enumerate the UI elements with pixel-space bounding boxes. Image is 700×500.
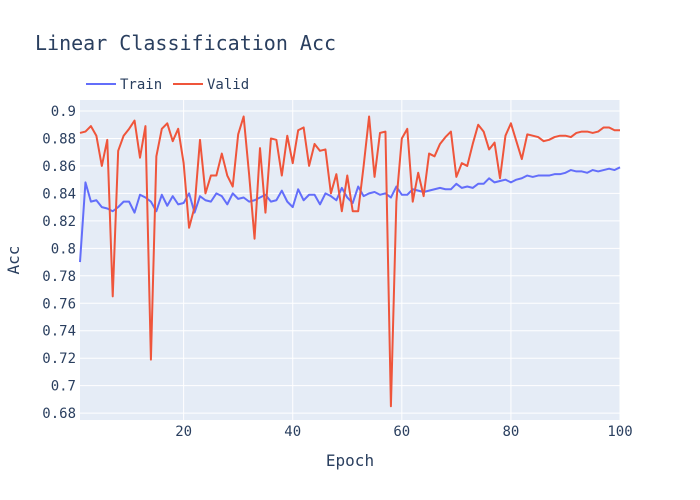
x-axis-ticks: 20 40 60 80 100 bbox=[175, 424, 632, 440]
y-tick-label: 0.86 bbox=[42, 159, 76, 175]
gridlines bbox=[80, 100, 621, 420]
x-tick-label: 80 bbox=[502, 424, 519, 440]
y-tick-label: 0.76 bbox=[42, 296, 76, 312]
series-line-train[interactable] bbox=[79, 166, 621, 263]
y-axis-ticks: 0.68 0.7 0.72 0.74 0.76 0.78 0.8 0.82 0.84 0.86 0.… bbox=[42, 104, 76, 422]
y-tick-label: 0.78 bbox=[42, 269, 76, 285]
legend-item-valid[interactable]: Valid bbox=[173, 77, 249, 93]
plot-area[interactable] bbox=[80, 100, 620, 420]
x-tick-label: 100 bbox=[607, 424, 632, 440]
legend-item-train[interactable]: Train bbox=[86, 77, 162, 93]
legend[interactable]: Train Valid bbox=[86, 77, 249, 93]
y-tick-label: 0.84 bbox=[42, 186, 76, 202]
x-tick-label: 20 bbox=[175, 424, 192, 440]
x-tick-label: 60 bbox=[393, 424, 410, 440]
x-tick-label: 40 bbox=[284, 424, 301, 440]
y-tick-label: 0.72 bbox=[42, 351, 76, 367]
chart-title: Linear Classification Acc bbox=[35, 31, 336, 55]
y-axis-title: Acc bbox=[4, 246, 23, 275]
series-line-valid[interactable] bbox=[79, 115, 620, 408]
x-axis-title: Epoch bbox=[326, 451, 374, 470]
y-tick-label: 0.88 bbox=[42, 131, 76, 147]
y-tick-label: 0.7 bbox=[51, 379, 76, 395]
legend-label-train: Train bbox=[120, 77, 162, 93]
y-tick-label: 0.9 bbox=[51, 104, 76, 120]
y-tick-label: 0.68 bbox=[42, 406, 76, 422]
y-tick-label: 0.8 bbox=[51, 241, 76, 257]
series-layer bbox=[79, 115, 621, 408]
y-tick-label: 0.82 bbox=[42, 214, 76, 230]
legend-label-valid: Valid bbox=[207, 77, 249, 93]
y-tick-label: 0.74 bbox=[42, 324, 76, 340]
